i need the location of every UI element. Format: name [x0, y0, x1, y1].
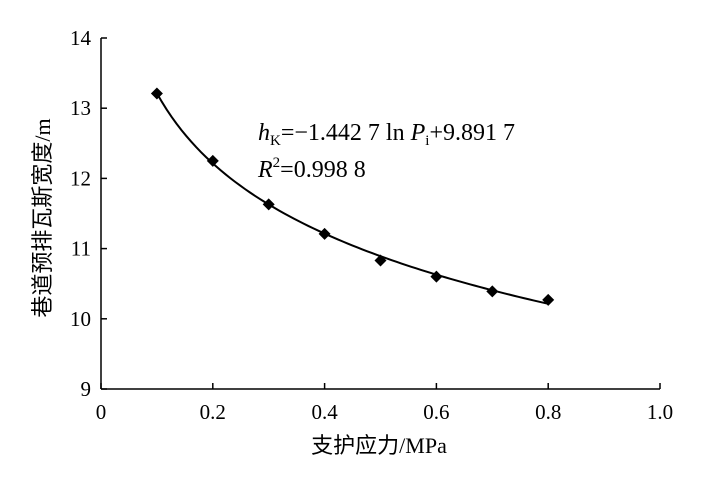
y-tick-label: 11 [71, 237, 91, 261]
x-tick-label: 1.0 [647, 400, 673, 424]
data-point [542, 293, 555, 306]
y-axis-title: 巷道预排瓦斯宽度/m [30, 118, 55, 317]
data-point [150, 87, 163, 100]
data-point [206, 154, 219, 167]
r-squared: R2=0.998 8 [257, 155, 366, 183]
x-axis-title: 支护应力/MPa [311, 433, 447, 458]
axes [100, 38, 660, 390]
y-tick-label: 9 [81, 377, 92, 401]
x-tick-label: 0.4 [311, 400, 338, 424]
data-point [262, 198, 275, 211]
data-point [486, 285, 499, 298]
y-tick-label: 12 [70, 166, 91, 190]
trend-equation: hK=−1.442 7 ln Pi+9.891 7 [258, 120, 515, 149]
tick-marks [100, 37, 661, 390]
trendline [156, 92, 549, 305]
x-tick-label: 0.2 [200, 400, 226, 424]
tick-labels: 9 10 11 12 13 14 0 0.2 0.4 0.6 0.8 1.0 [70, 26, 673, 424]
y-tick-label: 14 [70, 26, 92, 50]
y-tick-label: 10 [70, 307, 91, 331]
data-point [374, 254, 387, 267]
data-points [150, 87, 555, 306]
x-tick-label: 0 [96, 400, 107, 424]
y-tick-label: 13 [70, 96, 91, 120]
data-point [430, 270, 443, 283]
x-tick-label: 0.6 [423, 400, 449, 424]
x-tick-label: 0.8 [535, 400, 561, 424]
data-point [318, 227, 331, 240]
